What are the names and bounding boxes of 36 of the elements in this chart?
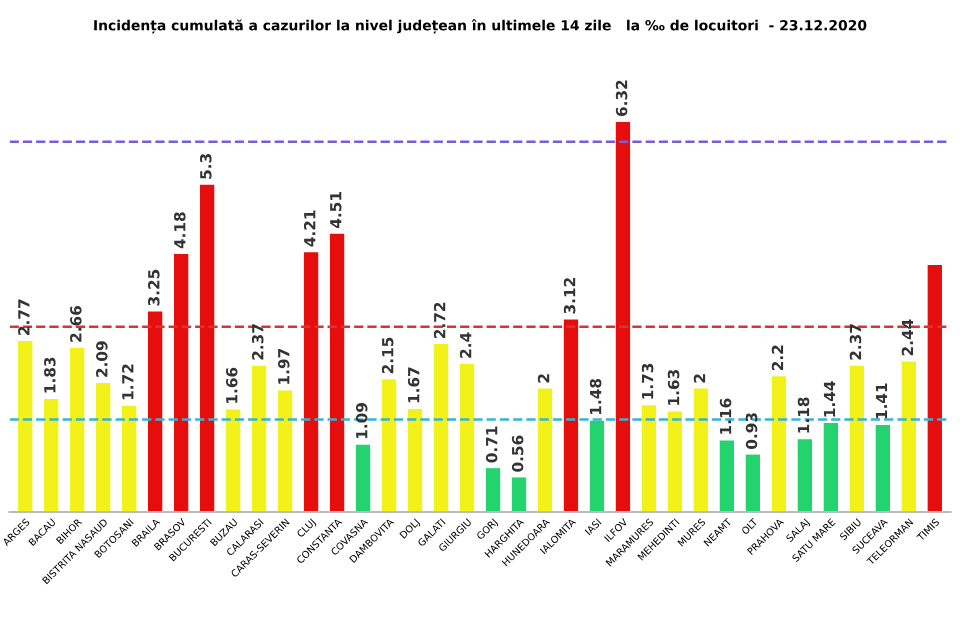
bar <box>433 344 449 512</box>
bar <box>355 444 371 512</box>
bar <box>511 477 527 512</box>
bar <box>901 361 916 512</box>
bar <box>719 440 735 512</box>
bar <box>329 233 345 512</box>
bar <box>797 439 813 512</box>
bar <box>589 420 605 512</box>
bar <box>407 408 423 512</box>
bar <box>199 184 215 512</box>
bar <box>667 411 683 512</box>
bar <box>563 319 579 512</box>
bar <box>96 383 111 512</box>
bar <box>381 379 397 512</box>
bar <box>615 121 631 512</box>
bar <box>537 388 553 512</box>
bar <box>18 341 33 512</box>
bar <box>70 347 85 512</box>
bar <box>225 409 241 512</box>
bar <box>849 365 864 512</box>
bar <box>927 265 942 512</box>
bar <box>693 388 709 512</box>
bar <box>745 454 761 512</box>
bar <box>875 424 890 512</box>
bar <box>173 253 189 512</box>
bar <box>277 390 293 512</box>
bar <box>641 405 657 512</box>
bar <box>147 311 163 512</box>
bar <box>771 376 787 512</box>
bar <box>459 363 475 512</box>
bar <box>303 252 319 512</box>
bar <box>122 405 137 512</box>
bar <box>823 423 838 512</box>
bar <box>251 365 267 512</box>
bar <box>485 468 501 512</box>
bar <box>44 399 59 512</box>
